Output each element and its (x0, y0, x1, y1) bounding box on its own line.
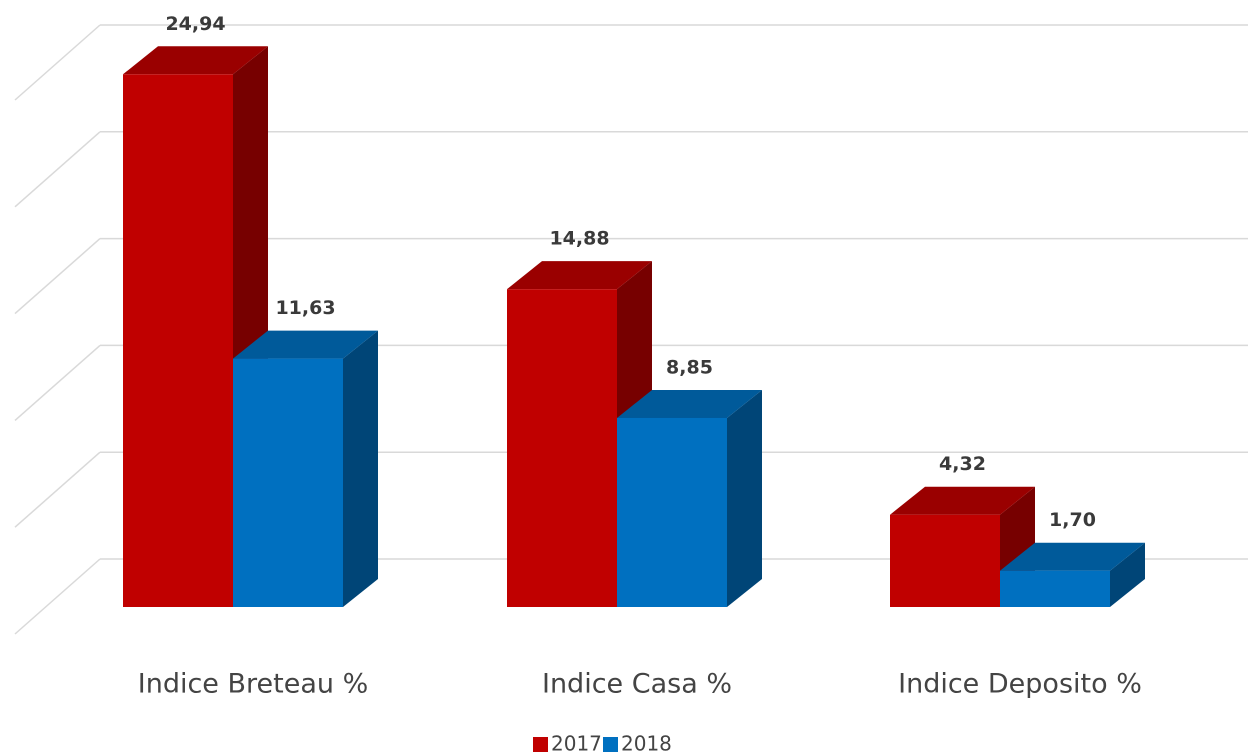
grid-line (15, 132, 100, 207)
bar (507, 289, 617, 607)
bar (617, 418, 727, 607)
grid-line (15, 239, 100, 314)
grid-line (15, 345, 100, 420)
grid-line (15, 25, 100, 100)
legend-label: 2017 (551, 732, 602, 755)
x-tick-label: Indice Breteau % (138, 669, 369, 700)
bar-side (343, 331, 378, 607)
bar (1000, 571, 1110, 607)
value-label: 24,94 (165, 13, 225, 35)
bar (123, 74, 233, 607)
bar (233, 359, 343, 607)
x-tick-label: Indice Deposito % (898, 669, 1142, 700)
legend-label: 2018 (621, 732, 672, 755)
value-label: 8,85 (666, 356, 713, 378)
legend-swatch (603, 737, 618, 752)
x-tick-label: Indice Casa % (542, 669, 732, 700)
value-label: 14,88 (549, 228, 609, 250)
grid-line (15, 559, 100, 634)
bar-side (727, 390, 762, 607)
value-label: 4,32 (939, 453, 986, 475)
legend-swatch (533, 737, 548, 752)
value-label: 11,63 (275, 297, 335, 319)
chart: Indice Breteau % 24,94 11,63 Indice Casa % 1… (0, 0, 1248, 755)
grid-line (15, 452, 100, 527)
value-label: 1,70 (1049, 509, 1096, 531)
bar (890, 515, 1000, 607)
